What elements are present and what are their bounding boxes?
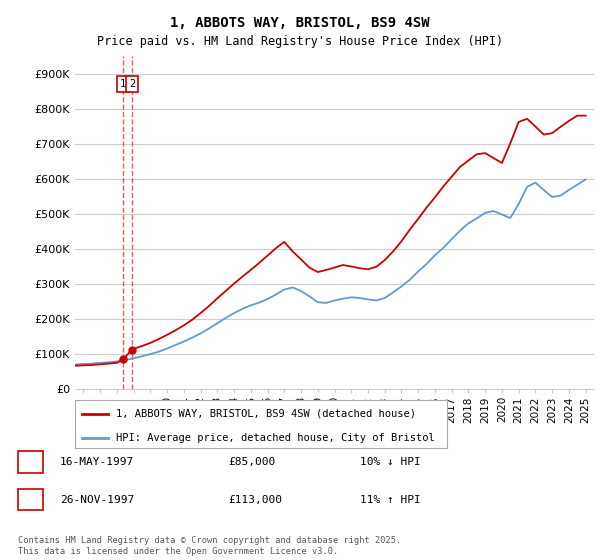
- Text: 16-MAY-1997: 16-MAY-1997: [60, 457, 134, 467]
- Text: 1, ABBOTS WAY, BRISTOL, BS9 4SW (detached house): 1, ABBOTS WAY, BRISTOL, BS9 4SW (detache…: [116, 409, 416, 419]
- Text: 1, ABBOTS WAY, BRISTOL, BS9 4SW: 1, ABBOTS WAY, BRISTOL, BS9 4SW: [170, 16, 430, 30]
- Text: 10% ↓ HPI: 10% ↓ HPI: [360, 457, 421, 467]
- Text: 1: 1: [120, 79, 127, 89]
- Text: 11% ↑ HPI: 11% ↑ HPI: [360, 494, 421, 505]
- Text: 26-NOV-1997: 26-NOV-1997: [60, 494, 134, 505]
- Text: Price paid vs. HM Land Registry's House Price Index (HPI): Price paid vs. HM Land Registry's House …: [97, 35, 503, 48]
- Text: Contains HM Land Registry data © Crown copyright and database right 2025.
This d: Contains HM Land Registry data © Crown c…: [18, 536, 401, 556]
- Text: 1: 1: [27, 457, 34, 467]
- Text: 2: 2: [129, 79, 135, 89]
- Text: £85,000: £85,000: [228, 457, 275, 467]
- Text: 2: 2: [27, 494, 34, 505]
- Text: £113,000: £113,000: [228, 494, 282, 505]
- Text: HPI: Average price, detached house, City of Bristol: HPI: Average price, detached house, City…: [116, 432, 434, 442]
